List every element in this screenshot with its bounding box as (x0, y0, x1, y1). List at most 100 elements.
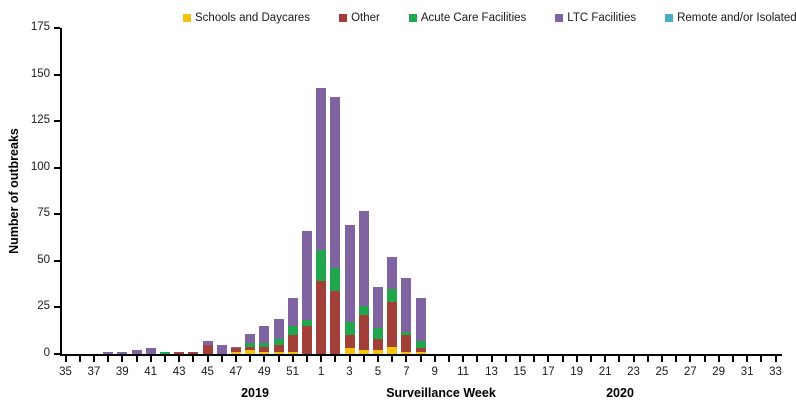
x-axis-tick (504, 356, 507, 362)
x-axis-tick (760, 356, 763, 362)
bar-segment (387, 346, 398, 354)
x-axis-tick (348, 356, 351, 362)
x-axis-tick (107, 356, 110, 362)
x-axis-tick (78, 356, 81, 362)
x-axis-tick-label: 37 (87, 366, 101, 378)
x-axis-tick-label: 13 (485, 366, 498, 378)
bar-segment (358, 350, 369, 354)
bar-segment (301, 231, 312, 321)
x-axis-tick-label: 25 (655, 366, 669, 378)
legend-swatch-icon (339, 14, 348, 22)
bar-segment (259, 352, 270, 354)
x-axis-tick-label: 9 (431, 366, 438, 378)
bar-segment (259, 342, 270, 347)
legend-swatch-icon (665, 14, 674, 22)
plot-area: 0 25 50 75 100 125 150 175 35 37 39 41 43 45 47 49 51 1 3 5… (31, 21, 782, 378)
bar-segment (401, 352, 412, 354)
y-axis-tick-label: 175 (30, 21, 50, 33)
x-axis-tick (675, 356, 678, 362)
bar-segment (287, 335, 298, 353)
bar-segment (316, 87, 327, 250)
legend-swatch-icon (408, 14, 417, 22)
y-axis-tick (54, 213, 60, 216)
x-axis-tick-label: 21 (598, 366, 612, 378)
y-axis-tick-label: 0 (43, 347, 50, 359)
bar-segment (103, 352, 114, 354)
bar-segment (230, 352, 241, 354)
bar-segment (358, 210, 369, 306)
bar-segment (273, 339, 284, 345)
bar-segment (287, 352, 298, 354)
x-axis-tick-label: 47 (229, 366, 243, 378)
x-axis-tick-label: 27 (683, 366, 697, 378)
x-axis-tick-label: 17 (541, 366, 555, 378)
bar-segment (202, 340, 213, 345)
bar-segment (216, 344, 227, 354)
x-axis-tick (121, 356, 124, 362)
bar-segment (230, 346, 241, 349)
x-axis-tick-label: 39 (115, 366, 129, 378)
bar-segment (145, 348, 156, 354)
x-axis-tick (334, 356, 337, 362)
bar-segment (415, 348, 426, 353)
x-axis-tick-label: 29 (712, 366, 726, 378)
bar-segment (372, 327, 383, 340)
x-axis-tick (433, 356, 436, 362)
x-axis-tick (462, 356, 465, 362)
x-axis-tick (533, 356, 536, 362)
x-axis-tick (476, 356, 479, 362)
x-axis-tick (305, 356, 308, 362)
bar-segment (344, 225, 355, 323)
bar-segment (230, 348, 241, 353)
bar-segment (387, 301, 398, 347)
bar-segment (273, 352, 284, 354)
bar-segment (330, 96, 341, 269)
x-axis-tick-label: 19 (570, 366, 584, 378)
bar-segment (159, 352, 170, 354)
bar-segment (401, 331, 412, 336)
y-axis-tick-label: 50 (37, 253, 50, 266)
bar-segment (344, 348, 355, 354)
x-axis-tick-label: 3 (346, 366, 353, 378)
bar-segment (245, 342, 256, 347)
x-axis-tick (277, 356, 280, 362)
x-axis-tick (646, 356, 649, 362)
bar-segment (372, 286, 383, 328)
legend-item: Acute Care Facilities (408, 12, 526, 24)
x-axis-tick (589, 356, 592, 362)
x-axis-tick (419, 356, 422, 362)
x-axis-tick (178, 356, 181, 362)
x-axis-tick-label: 23 (627, 366, 640, 378)
bar-segment (287, 298, 298, 327)
x-axis-tick (561, 356, 564, 362)
x-axis-tick (206, 356, 209, 362)
bar-segment (287, 326, 298, 336)
bar-segment (131, 350, 142, 354)
bar-segment (259, 346, 270, 353)
bar-segment (358, 305, 369, 315)
x-axis-tick (320, 356, 323, 362)
x-axis-tick-label: 33 (769, 366, 782, 378)
x-axis-tick (249, 356, 252, 362)
x-axis-tick (405, 356, 408, 362)
x-axis-tick-label: 31 (740, 366, 754, 378)
bar-segment (316, 249, 327, 282)
x-axis-tick-label: 45 (201, 366, 214, 378)
legend-label: Other (351, 12, 380, 24)
y-axis-tick (54, 353, 60, 355)
x-axis-tick (291, 356, 294, 362)
x-axis-tick (64, 356, 67, 362)
x-axis-tick-label: 15 (513, 366, 527, 378)
x-axis-tick (490, 356, 493, 362)
y-axis-tick-label: 75 (37, 207, 50, 220)
x-axis-tick (632, 356, 635, 362)
x-axis-tick (518, 356, 521, 362)
bar-segment (273, 318, 284, 340)
y-axis-tick-label: 25 (37, 300, 50, 313)
legend-label: Schools and Daycares (195, 12, 311, 24)
y-axis-tick-label: 100 (30, 160, 50, 173)
x-axis-tick (163, 356, 166, 362)
x-axis-tick-label: 43 (172, 366, 186, 378)
x-axis-tick-label: 7 (403, 366, 410, 378)
